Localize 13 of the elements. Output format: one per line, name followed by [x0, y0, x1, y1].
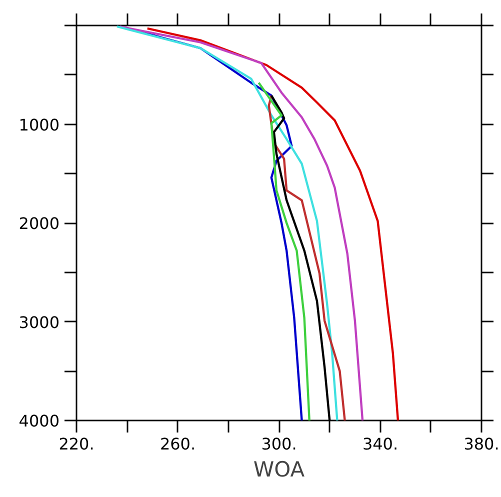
line-series	[268, 94, 346, 420]
x-tick-label: 380.	[464, 434, 500, 454]
y-tick-label: 3000	[18, 312, 60, 332]
x-tick-label: 260.	[160, 434, 196, 454]
x-tick-label: 300.	[261, 434, 297, 454]
y-tick-label: 2000	[18, 214, 60, 233]
y-tick-label: 4000	[18, 412, 60, 430]
x-tick-label: 220.	[58, 434, 94, 454]
y-tick-label: 1000	[18, 115, 60, 134]
line-series	[146, 27, 400, 420]
x-axis-title: WOA	[253, 458, 306, 482]
x-tick-label: 340.	[362, 434, 398, 454]
line-series	[258, 82, 310, 420]
